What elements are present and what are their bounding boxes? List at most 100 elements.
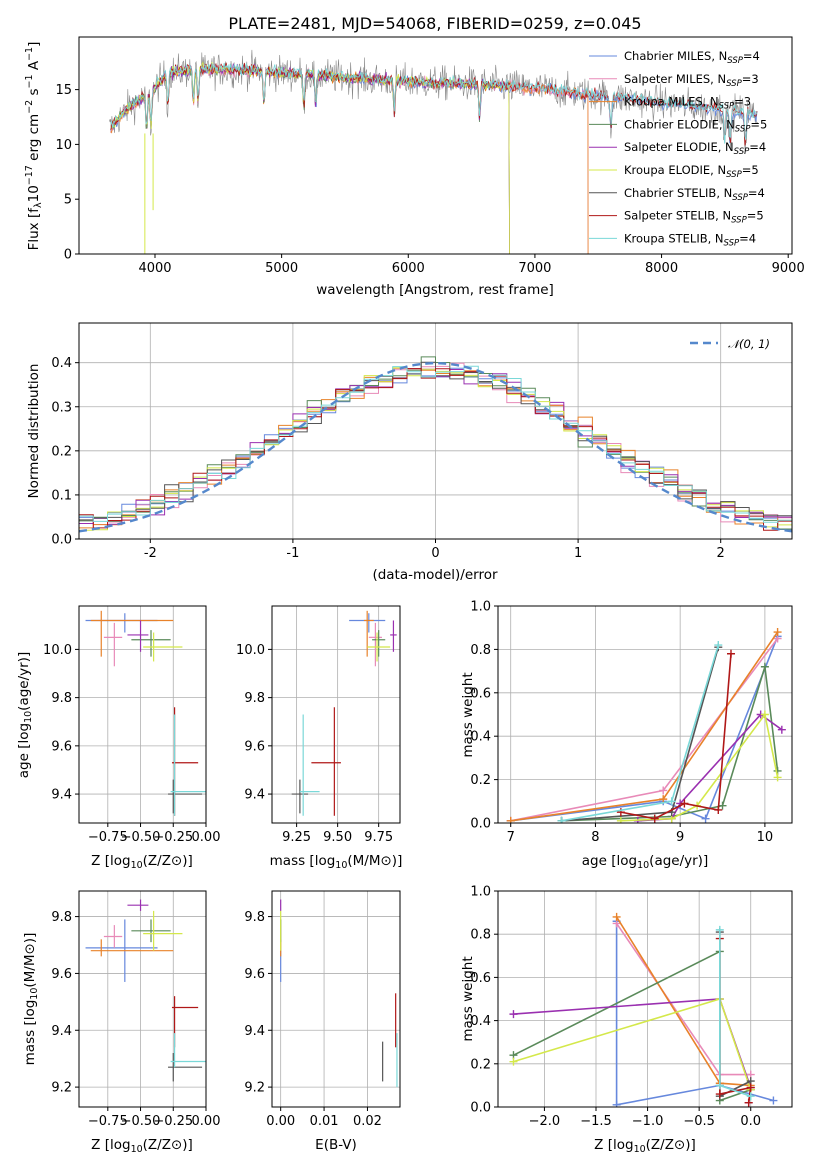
y-tick-label: 0.6: [470, 971, 491, 986]
plot-area: [291, 610, 397, 816]
data-marker: [760, 710, 769, 719]
y-tick-label: 1.0: [470, 600, 491, 615]
data-marker: [659, 795, 668, 804]
data-marker: [667, 797, 676, 806]
series-chabrier-stelib: [557, 643, 723, 823]
data-marker: [715, 1090, 724, 1099]
legend-entry: Chabrier MILES, NSSP=4: [624, 49, 760, 66]
y-tick-label: 10: [55, 138, 72, 153]
data-point-salpeter-miles: [103, 925, 123, 948]
axes-frame: [78, 322, 793, 540]
y-tick-label: 5: [64, 193, 72, 208]
model-spectrum-kroupa-elodie: [110, 60, 510, 254]
data-marker: [680, 799, 689, 808]
data-marker: [777, 725, 786, 734]
model-spectrum-chabrier-elodie: [110, 63, 510, 254]
x-axis-label: (data-model)/error: [372, 567, 498, 583]
spectrum-plot: 4000 5000 6000 7000 8000 9000 0 5 10 15 Chabrier M…: [24, 36, 805, 298]
age-vs-mass: 9.25 9.50 9.75 9.4 9.6 9.8 10.0 mass [log10(M/M…: [236, 605, 402, 871]
y-tick-label: 9.8: [51, 910, 72, 925]
data-marker: [744, 1098, 753, 1107]
y-tick-label: 0: [64, 248, 72, 263]
data-marker: [509, 1057, 518, 1066]
legend-entry: Chabrier ELODIE, NSSP=5: [624, 117, 767, 134]
axes-frame: [78, 890, 207, 1108]
series-chabrier-elodie: [557, 662, 782, 823]
data-marker: [714, 805, 723, 814]
x-tick-label: 4000: [138, 261, 171, 276]
x-tick-label: −0.75: [88, 1114, 128, 1129]
x-tick-label: -2: [144, 546, 157, 561]
y-tick-label: 0.4: [51, 356, 72, 371]
y-tick-label: 0.3: [51, 400, 72, 415]
mass-weight-vs-metallicity: −2.0 −1.5 −1.0 −0.5 0.0 0.0 0.2 0.4 0.6 0.8 1.0 Z […: [460, 885, 793, 1155]
x-tick-label: 0.00: [266, 1114, 295, 1129]
y-axis-label: age [log10(age/yr)]: [16, 652, 34, 778]
y-tick-label: 9.2: [51, 1081, 72, 1096]
y-tick-label: 0.0: [51, 533, 72, 548]
x-tick-label: 8000: [645, 261, 678, 276]
data-marker: [650, 814, 659, 823]
x-tick-label: 9000: [772, 261, 805, 276]
y-tick-label: 0.2: [51, 444, 72, 459]
x-tick-label: 9.25: [282, 830, 311, 845]
y-tick-label: 9.8: [51, 691, 72, 706]
y-tick-label: 10.0: [236, 643, 265, 658]
y-tick-label: 0.2: [470, 773, 491, 788]
x-tick-label: 7: [507, 830, 515, 845]
data-point-chabrier-miles: [85, 613, 158, 633]
x-tick-label: 6000: [392, 261, 425, 276]
plot-area: [506, 628, 786, 823]
model-spectrum-kroupa-miles: [110, 64, 589, 254]
x-tick-label: −0.50: [121, 1114, 161, 1129]
x-tick-label: 0.0: [740, 1114, 761, 1129]
x-tick-label: −0.5: [683, 1114, 715, 1129]
x-tick-label: −0.25: [153, 1114, 193, 1129]
data-marker: [746, 1092, 755, 1101]
y-tick-label: 0.0: [470, 1101, 491, 1116]
data-point-salpeter-elodie: [127, 899, 149, 911]
plot-area: [85, 899, 206, 1082]
y-tick-label: 9.6: [244, 967, 265, 982]
x-tick-label: 0.01: [310, 1114, 339, 1129]
data-point-salpeter-miles: [368, 622, 382, 667]
y-tick-label: 0.4: [470, 730, 491, 745]
legend-entry: 𝒩(0, 1): [728, 337, 770, 351]
x-tick-label: 5000: [265, 261, 298, 276]
series-kroupa-stelib: [557, 641, 723, 823]
data-marker: [769, 1096, 778, 1105]
axes-frame: [497, 605, 793, 824]
x-axis-label: Z [log10(Z/Z⊙)]: [594, 1137, 696, 1155]
x-tick-label: −0.75: [88, 830, 128, 845]
axes-frame: [78, 605, 207, 824]
y-tick-label: 9.6: [244, 739, 265, 754]
residual-histogram: -2 -1 0 1 2 0.0 0.1 0.2 0.3 0.4 𝒩(0, 1) (data-model…: [26, 322, 793, 583]
data-point-kroupa-miles: [90, 610, 174, 657]
y-tick-label: 9.6: [51, 967, 72, 982]
y-tick-label: 9.4: [244, 788, 265, 803]
x-tick-label: 0.02: [353, 1114, 382, 1129]
axes-frame: [497, 890, 793, 1108]
model-spectrum-salpeter-miles: [110, 65, 589, 254]
data-marker: [557, 816, 566, 823]
model-spectrum-salpeter-elodie: [110, 63, 510, 254]
data-point-salpeter-stelib: [171, 996, 199, 1048]
data-point-salpeter-elodie: [390, 620, 397, 652]
data-marker: [773, 773, 782, 782]
data-point-kroupa-stelib: [170, 1033, 206, 1068]
plot-area: [509, 912, 778, 1107]
y-axis-label: mass weight: [460, 956, 476, 1041]
x-tick-label: 9.75: [364, 830, 393, 845]
x-tick-label: −1.0: [632, 1114, 664, 1129]
legend-entry: Salpeter MILES, NSSP=3: [624, 72, 759, 89]
data-point-kroupa-elodie: [143, 632, 183, 662]
x-tick-label: 0: [431, 546, 439, 561]
plot-area: [109, 49, 759, 254]
series-kroupa-stelib: [715, 925, 755, 1101]
y-tick-label: 9.2: [244, 1081, 265, 1096]
data-point-salpeter-elodie: [127, 620, 149, 652]
age-vs-metallicity: −0.75−0.50−0.250.00 9.4 9.6 9.8 10.0 Z [log10…: [16, 605, 220, 871]
y-tick-label: 0.2: [470, 1057, 491, 1072]
data-point-kroupa-elodie: [143, 910, 183, 951]
data-marker: [616, 816, 625, 823]
